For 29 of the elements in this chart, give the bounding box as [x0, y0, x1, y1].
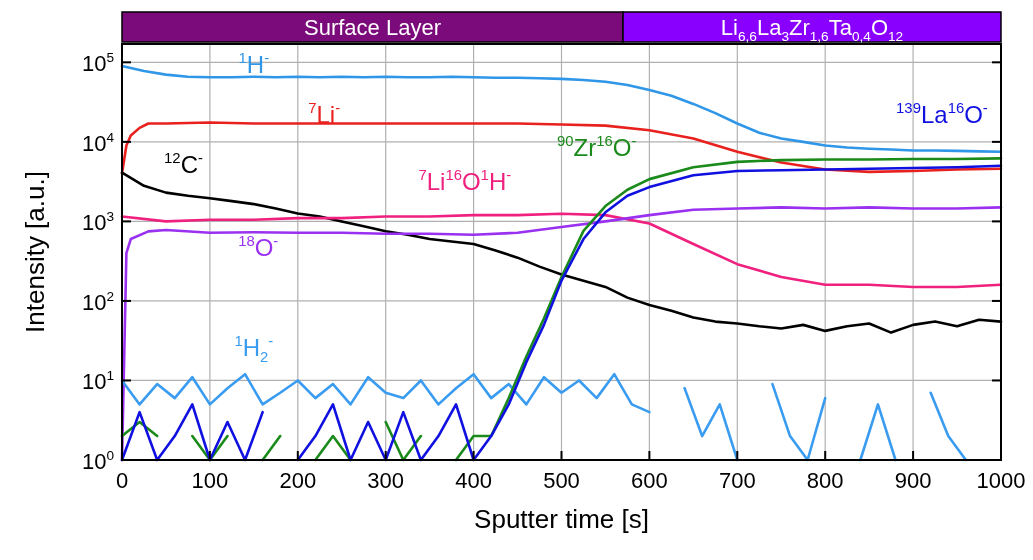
y-tick-label: 10$^{4}$ [81, 129, 115, 156]
y-tick-label: 10$^{0}$ [81, 447, 115, 474]
y-tick-label: 10$^{5}$ [81, 50, 114, 77]
series-label: $^{139}$La$^{16}$O$^{-}$ [896, 99, 988, 129]
series-label: $^{1}$H$^{-}$ [238, 50, 270, 79]
y-tick-label: 10$^{1}$ [81, 368, 114, 395]
x-tick-label: 100 [191, 468, 229, 493]
x-tick-label: 400 [455, 468, 492, 493]
x-tick-label: 0 [115, 468, 129, 493]
y-axis-title: Intensity [a.u.] [20, 171, 50, 333]
text: Li$_{6,6}$La$_{3}$Zr$_{1,6}$Ta$_{0,4}$O$_{12}$ [720, 15, 904, 44]
x-tick-label: 200 [279, 468, 317, 493]
series-label: $^{18}$O$^{-}$ [238, 233, 279, 262]
series-label: $^{7}$Li$^{16}$O$^{1}$H$^{-}$ [418, 166, 512, 195]
y-tick-label: 10$^{3}$ [81, 209, 114, 236]
x-tick-label: 800 [806, 468, 844, 493]
x-tick-label: 500 [543, 468, 580, 493]
line-series [120, 212, 1003, 289]
x-tick-label: 1000 [976, 468, 1026, 493]
x-tick-label: 300 [367, 468, 405, 493]
x-tick-label: 700 [718, 468, 756, 493]
series-label: $^{7}$Li$^{-}$ [308, 99, 341, 129]
x-axis-title: Sputter time [s] [474, 504, 649, 534]
series-label: $^{12}$C$^{-}$ [164, 149, 203, 178]
y-tick-label: 10$^{2}$ [81, 288, 114, 315]
series-label: $^{90}$Zr$^{16}$O$^{-}$ [556, 133, 637, 162]
x-tick-label: 900 [894, 468, 932, 493]
x-tick-label: 600 [631, 468, 668, 493]
series-label: Surface Layer [304, 15, 441, 40]
